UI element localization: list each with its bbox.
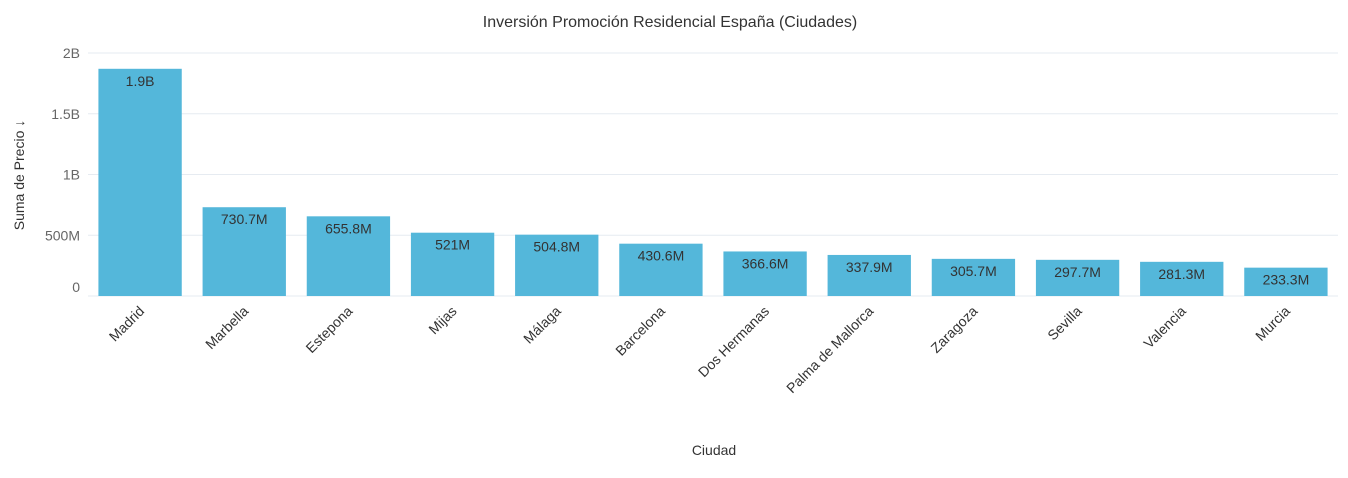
- x-tick-label: Valencia: [1140, 303, 1189, 352]
- x-axis-label: Ciudad: [692, 442, 736, 458]
- data-label: 366.6M: [742, 255, 789, 271]
- x-tick-label: Mijas: [425, 303, 459, 337]
- bar: [827, 254, 911, 296]
- bar: [202, 207, 286, 296]
- data-label: 233.3M: [1263, 272, 1310, 288]
- x-tick-label: Málaga: [520, 303, 564, 347]
- x-tick-label: Dos Hermanas: [695, 303, 772, 380]
- y-tick-label: 2B: [63, 45, 80, 61]
- bar: [98, 68, 182, 296]
- data-label: 281.3M: [1158, 266, 1205, 282]
- bars: 1.9B 730.7M 655.8M 521M 504.8M 430.6M 366.6M 33…: [98, 68, 1328, 296]
- data-label: 337.9M: [846, 259, 893, 275]
- data-label: 297.7M: [1054, 264, 1101, 280]
- y-tick-label: 500M: [45, 227, 80, 243]
- data-label: 305.7M: [950, 263, 997, 279]
- bar: [1244, 267, 1328, 296]
- bar: [931, 258, 1016, 296]
- bar: [723, 251, 807, 296]
- data-label: 521M: [435, 237, 470, 253]
- y-tick-label: 1.5B: [51, 106, 80, 122]
- data-label: 730.7M: [221, 211, 268, 227]
- x-tick-label: Murcia: [1252, 303, 1293, 344]
- data-label: 430.6M: [638, 248, 685, 264]
- bar: [1140, 261, 1224, 296]
- x-tick-label: Barcelona: [612, 303, 668, 359]
- x-tick-label: Palma de Mallorca: [783, 303, 876, 396]
- x-tick-label: Madrid: [106, 303, 148, 345]
- bar: [619, 243, 703, 296]
- bar: [410, 232, 495, 296]
- bar: [515, 234, 599, 296]
- y-tick-label: 0: [72, 279, 80, 295]
- gridlines: [88, 52, 1338, 297]
- data-label: 504.8M: [533, 239, 580, 255]
- data-label: 655.8M: [325, 220, 372, 236]
- x-tick-label: Zaragoza: [927, 303, 980, 356]
- bar: [1035, 259, 1120, 296]
- data-label: 1.9B: [126, 73, 155, 89]
- x-tick-label: Sevilla: [1044, 303, 1085, 344]
- x-tick-label: Estepona: [302, 303, 355, 356]
- y-axis-ticks: 0 500M 1B 1.5B 2B: [45, 45, 80, 295]
- y-axis-label: Suma de Precio ↓: [11, 120, 27, 231]
- x-tick-label: Marbella: [202, 303, 251, 352]
- chart-title: Inversión Promoción Residencial España (…: [483, 14, 857, 31]
- bar: [306, 216, 391, 296]
- x-axis-ticks: Madrid Marbella Estepona Mijas Málaga Barcelo…: [106, 303, 1294, 396]
- y-tick-label: 1B: [63, 167, 80, 183]
